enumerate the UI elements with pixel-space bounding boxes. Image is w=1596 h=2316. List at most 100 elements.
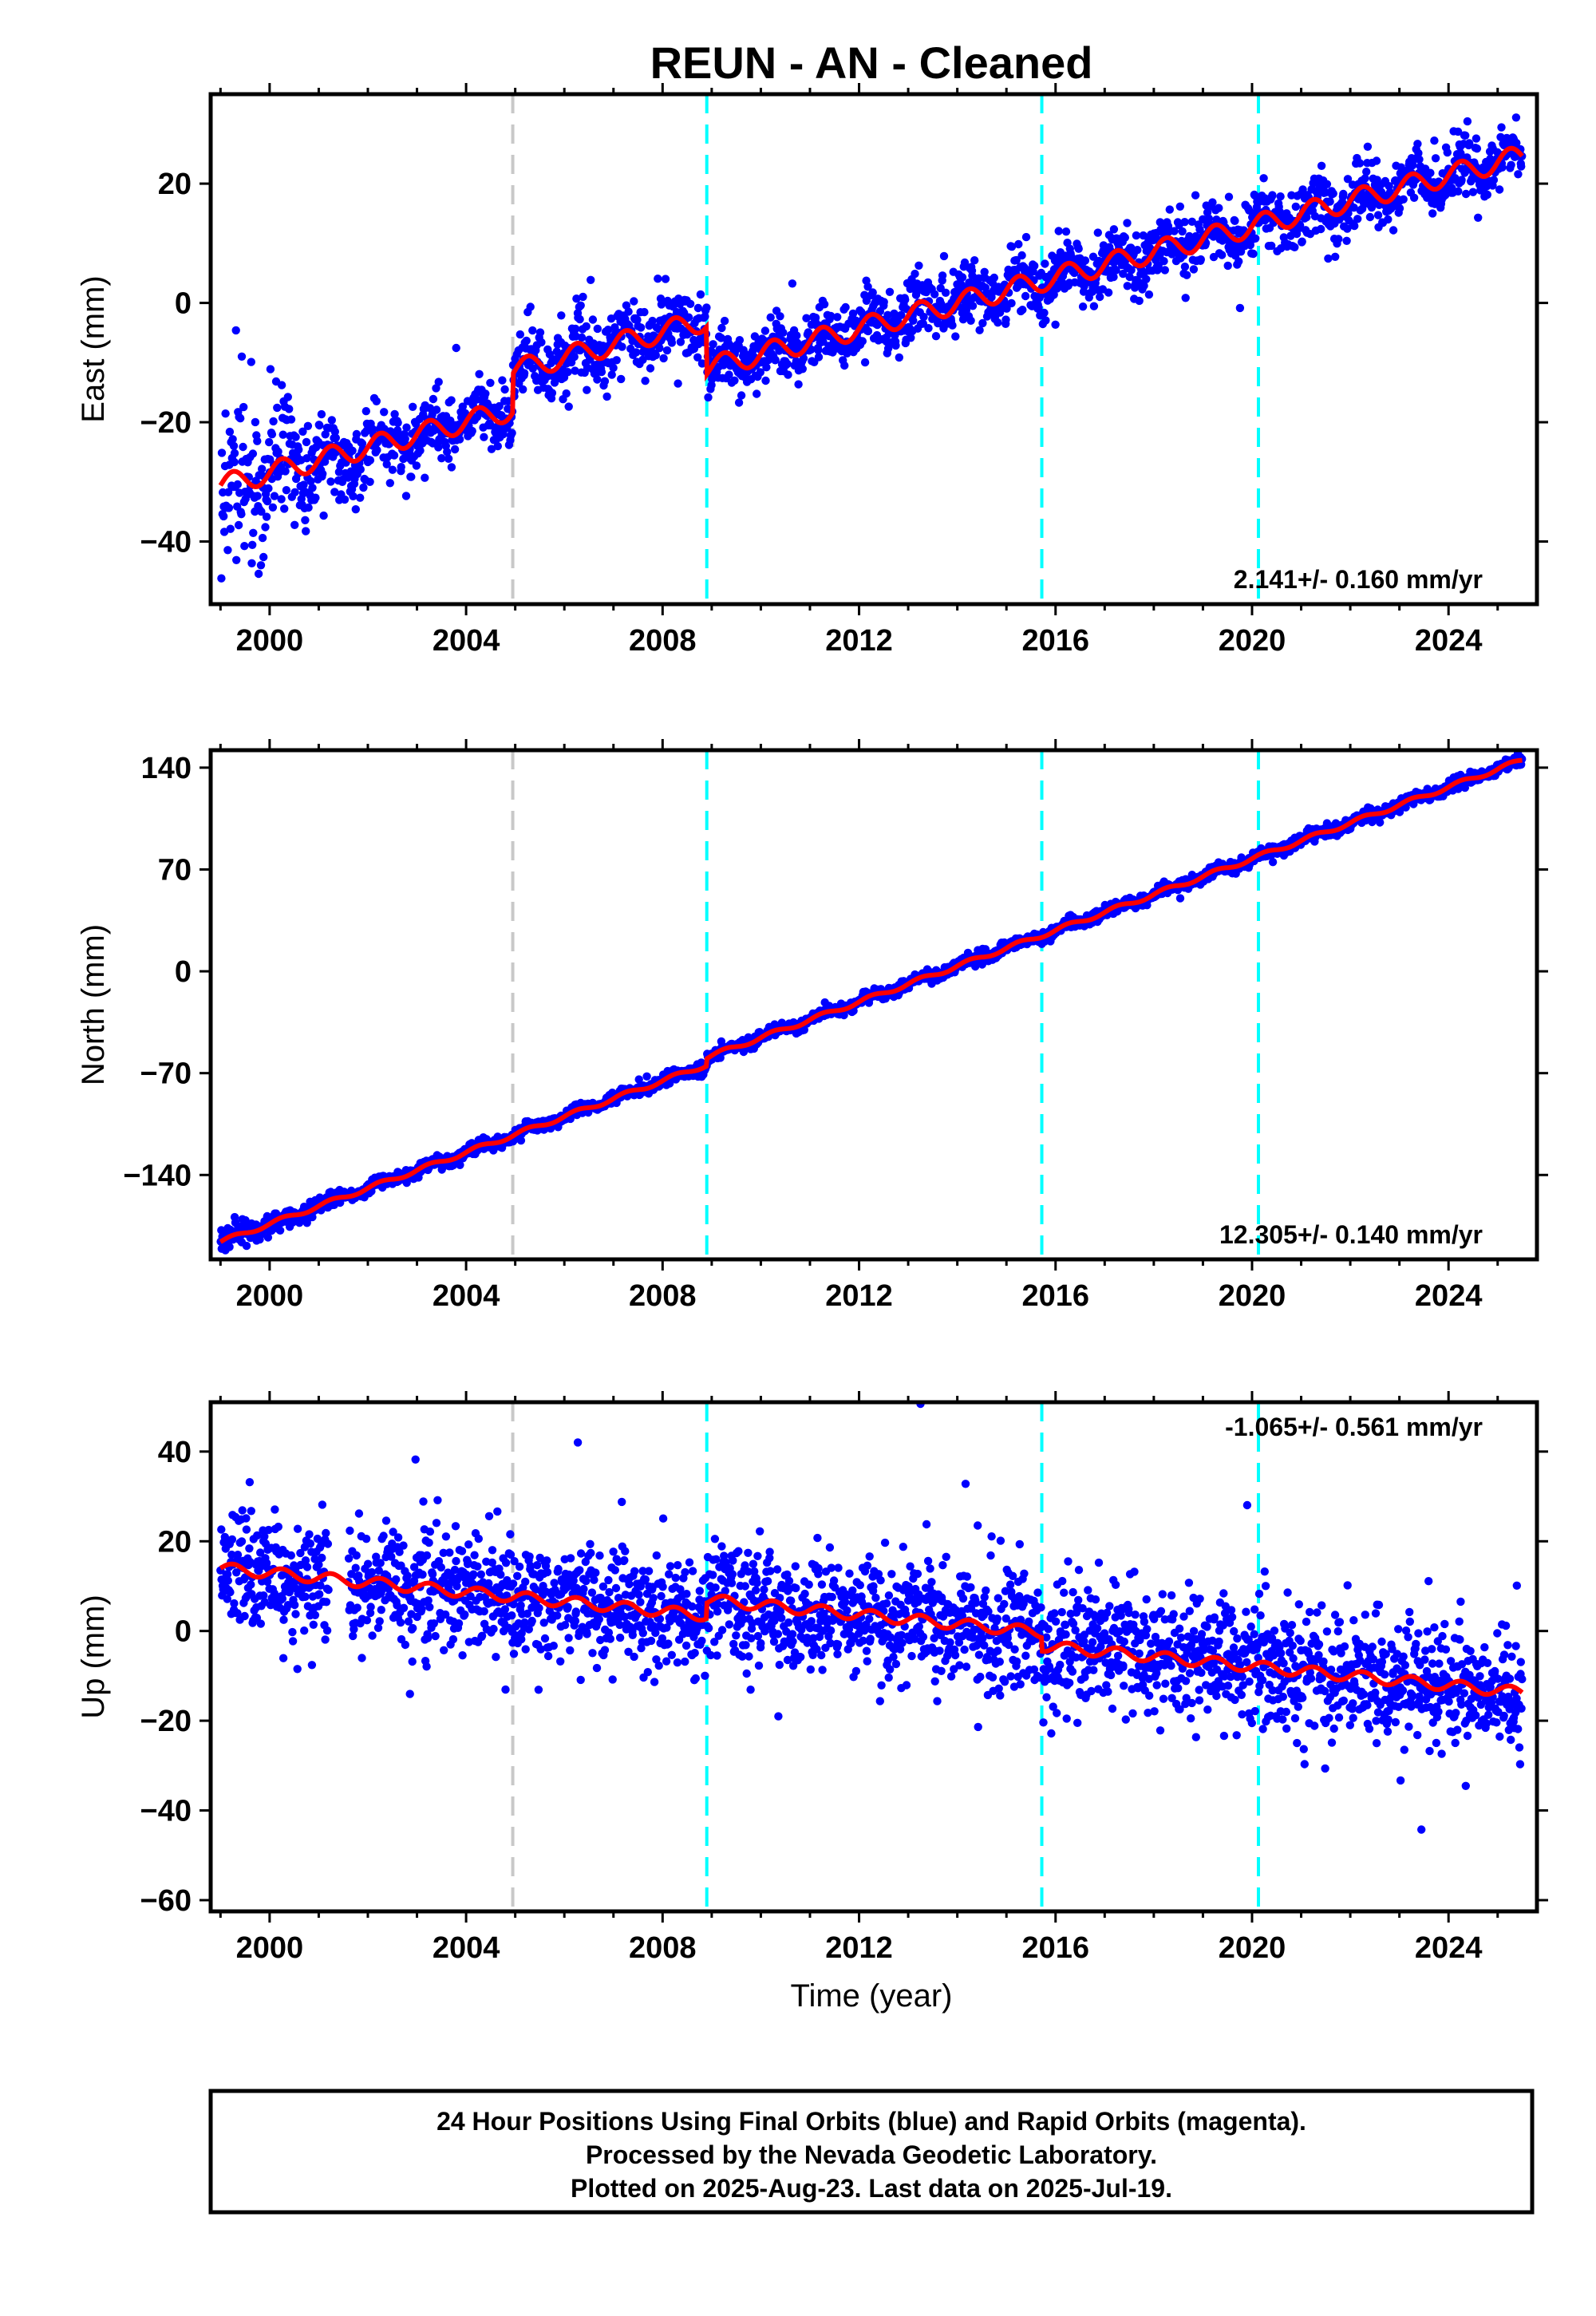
position-point [571, 324, 580, 334]
position-point [602, 392, 611, 401]
position-point [495, 401, 504, 411]
position-point [231, 326, 240, 335]
position-point [1267, 241, 1276, 251]
position-point [612, 356, 621, 365]
position-point [1259, 174, 1268, 183]
position-point [1235, 303, 1245, 313]
position-point [434, 377, 443, 386]
position-point [1463, 117, 1472, 126]
position-point [708, 375, 717, 384]
position-point [771, 355, 780, 365]
position-point [291, 433, 300, 441]
position-point [1365, 212, 1375, 222]
position-point [401, 492, 411, 500]
position-point [987, 293, 996, 302]
position-point [259, 552, 268, 562]
position-point [1054, 227, 1063, 235]
position-point [230, 457, 239, 467]
position-point [1170, 227, 1179, 235]
position-point [1295, 221, 1305, 230]
position-point [330, 427, 339, 437]
position-point [1331, 252, 1340, 261]
position-point [788, 279, 797, 288]
position-point [262, 512, 271, 521]
position-point [575, 314, 584, 324]
position-point [429, 394, 438, 404]
position-point [233, 480, 242, 489]
position-point [1089, 302, 1099, 310]
x-tick-label: 2008 [629, 624, 697, 658]
position-point [924, 324, 933, 333]
position-point [237, 1537, 247, 1546]
x-axis: 2000 2004 2008 2012 2016 2020 2024 [219, 83, 1499, 658]
position-point [274, 1522, 282, 1531]
position-point [302, 437, 311, 447]
position-point [1123, 282, 1132, 290]
position-point [1061, 227, 1071, 236]
position-point [807, 345, 816, 354]
position-point [1489, 176, 1499, 184]
position-point [263, 1233, 273, 1242]
position-point [659, 354, 668, 363]
position-point [356, 493, 365, 502]
x-tick-label: 2000 [236, 1279, 304, 1313]
position-point [1474, 213, 1483, 222]
position-point [1120, 233, 1130, 242]
position-point [236, 414, 245, 423]
position-point [253, 437, 262, 445]
position-point [938, 271, 947, 280]
position-point [274, 447, 282, 456]
position-point [939, 251, 949, 261]
position-point [286, 415, 296, 424]
position-point [1343, 175, 1353, 184]
position-point [447, 463, 456, 472]
position-point [238, 1506, 247, 1515]
position-point [519, 385, 527, 394]
position-point [267, 430, 277, 439]
position-point [1507, 160, 1515, 169]
position-point [909, 316, 918, 325]
position-point [302, 454, 311, 463]
position-point [432, 405, 441, 414]
position-point [1123, 219, 1132, 227]
position-point [1472, 134, 1481, 143]
position-point [1291, 202, 1301, 211]
position-point [879, 298, 888, 306]
position-point [931, 332, 941, 341]
position-point [1132, 231, 1141, 240]
position-point [283, 393, 292, 401]
position-point [248, 540, 257, 549]
position-point [860, 358, 870, 367]
position-point [273, 403, 282, 413]
position-point [217, 1525, 226, 1534]
x-tick-label: 2004 [433, 1279, 500, 1313]
position-point [248, 449, 258, 458]
y-tick-label: −40 [140, 526, 192, 559]
position-point [1021, 291, 1030, 301]
position-point [1104, 288, 1113, 297]
position-point [1268, 191, 1277, 200]
position-point [1298, 185, 1307, 194]
position-point [1362, 168, 1371, 176]
position-point [298, 427, 307, 436]
position-point [458, 402, 467, 411]
position-point [579, 292, 587, 302]
position-point [516, 1136, 526, 1145]
position-point [227, 1535, 237, 1544]
position-point [247, 559, 256, 567]
position-point [576, 301, 585, 310]
position-point [1007, 298, 1016, 308]
position-point [1235, 257, 1243, 266]
position-point [1159, 257, 1168, 266]
position-point [232, 555, 241, 564]
position-point [304, 503, 313, 512]
position-point [317, 409, 326, 419]
position-point [701, 312, 709, 321]
position-point [475, 370, 484, 378]
position-point [811, 313, 820, 322]
position-point [412, 461, 421, 470]
position-point [280, 504, 289, 513]
position-point [667, 338, 677, 347]
position-point [1426, 168, 1435, 177]
